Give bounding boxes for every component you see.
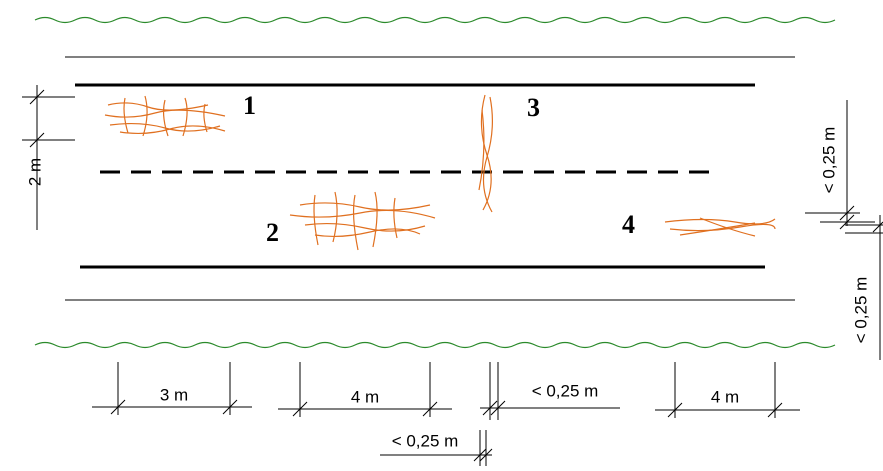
verge-bottom <box>34 341 836 349</box>
crack-longitudinal <box>478 94 493 213</box>
crack-transverse <box>664 217 776 237</box>
crack-mesh-2 <box>289 191 436 251</box>
dimension-label: 4 m <box>711 387 739 406</box>
damage-label: 4 <box>622 210 635 239</box>
damage-label: 2 <box>266 218 279 247</box>
dimension-line <box>22 85 75 230</box>
crack-mesh-1 <box>104 95 226 137</box>
dimension-label: 3 m <box>160 385 188 404</box>
dimension-label: 2 m <box>25 158 44 186</box>
dimension-label: < 0,25 m <box>532 381 599 400</box>
dimension-label: 4 m <box>351 387 379 406</box>
dimension-label: < 0,25 m <box>851 277 870 344</box>
dimension-label: < 0,25 m <box>392 431 459 450</box>
damage-label: 1 <box>243 91 256 120</box>
damage-label: 3 <box>527 93 540 122</box>
dimension-line <box>805 100 883 360</box>
dimension-line <box>92 362 800 466</box>
verge-top <box>34 16 836 24</box>
dimension-label: < 0,25 m <box>819 127 838 194</box>
